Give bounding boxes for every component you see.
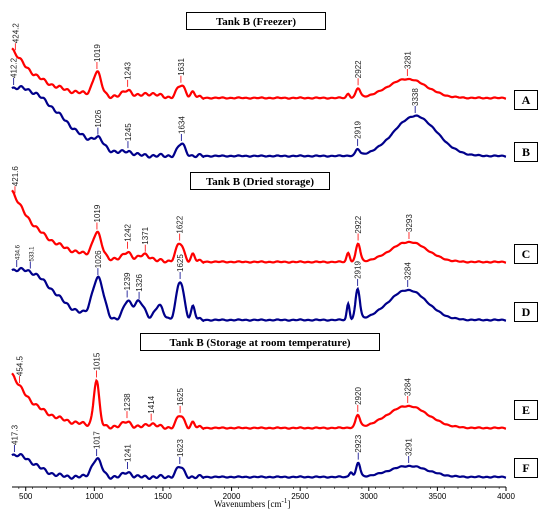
peak-label: 1622 <box>176 215 185 233</box>
peak-label: 1243 <box>124 62 133 80</box>
peak-label: 2919 <box>354 121 363 139</box>
peak-label: 1239 <box>123 272 132 290</box>
series-label-c: C <box>514 244 538 264</box>
x-tick-label: 4000 <box>497 492 515 501</box>
peak-label: 1026 <box>94 109 103 127</box>
peak-label: 3281 <box>403 51 412 69</box>
peak-label: 412.2 <box>10 57 19 78</box>
peak-label: 533.1 <box>29 246 35 262</box>
peak-label: 1019 <box>93 204 102 222</box>
panel-title-dried-storage: Tank B (Dried storage) <box>190 172 330 190</box>
spectrum-line-f <box>11 452 507 481</box>
peak-label: 1019 <box>93 44 102 62</box>
spectrum-line-a <box>11 47 507 100</box>
x-axis-label-sup: -1 <box>281 497 288 505</box>
peak-label: 1242 <box>124 223 133 241</box>
x-axis-label-text: Wavenumbers [cm <box>214 499 282 509</box>
peak-label: 3284 <box>404 378 413 396</box>
peak-label: 1026 <box>94 250 103 268</box>
peak-label: 2923 <box>354 434 363 452</box>
peak-label: 1238 <box>123 393 132 411</box>
peak-label: 3291 <box>405 438 414 456</box>
x-axis-label: Wavenumbers [cm-1] <box>214 497 290 509</box>
x-tick-label: 500 <box>19 492 33 501</box>
peak-label: 1631 <box>177 57 186 75</box>
peak-label: 1371 <box>141 226 150 244</box>
peak-label: 2919 <box>354 261 363 279</box>
x-axis-label-close: ] <box>287 499 291 509</box>
series-label-e: E <box>514 400 538 420</box>
peak-label: 2920 <box>354 387 363 405</box>
spectrum-line-e <box>11 372 507 431</box>
x-tick-label: 1500 <box>154 492 172 501</box>
peak-label: 3338 <box>411 88 420 106</box>
peak-label: 1625 <box>176 254 185 272</box>
x-tick-label: 3500 <box>428 492 446 501</box>
peak-label: 421.6 <box>11 166 20 187</box>
peak-label: 2922 <box>354 60 363 78</box>
panel-title-room-temperature: Tank B (Storage at room temperature) <box>140 333 380 351</box>
peak-label: 424.2 <box>11 23 20 44</box>
peak-label: 454.5 <box>16 356 25 377</box>
x-tick-label: 3000 <box>360 492 378 501</box>
panel-title-freezer: Tank B (Freezer) <box>186 12 326 30</box>
peak-label: 1414 <box>147 395 156 413</box>
spectrum-line-c <box>11 189 507 264</box>
peak-label: 3284 <box>404 262 413 280</box>
series-label-b: B <box>514 142 538 162</box>
peak-label: 1241 <box>123 444 132 462</box>
peak-label: 1326 <box>135 273 144 291</box>
series-label-f: F <box>514 458 538 478</box>
peak-label: 417.3 <box>10 424 19 445</box>
peak-label: 1623 <box>176 439 185 457</box>
peak-label: 1634 <box>177 116 186 134</box>
spectrum-line-b <box>11 84 507 159</box>
peak-label: 434.6 <box>16 244 22 260</box>
peak-label: 1017 <box>93 431 102 449</box>
x-tick-label: 1000 <box>85 492 103 501</box>
x-tick-label: 2000 <box>223 492 241 501</box>
spectrum-line-d <box>11 266 507 323</box>
peak-label: 1245 <box>124 123 133 141</box>
x-tick-label: 2500 <box>291 492 309 501</box>
series-label-a: A <box>514 90 538 110</box>
peak-label: 1015 <box>92 352 101 370</box>
peak-label: 1625 <box>176 388 185 406</box>
peak-label: 3293 <box>405 214 414 232</box>
series-label-d: D <box>514 302 538 322</box>
peak-label: 2922 <box>354 215 363 233</box>
